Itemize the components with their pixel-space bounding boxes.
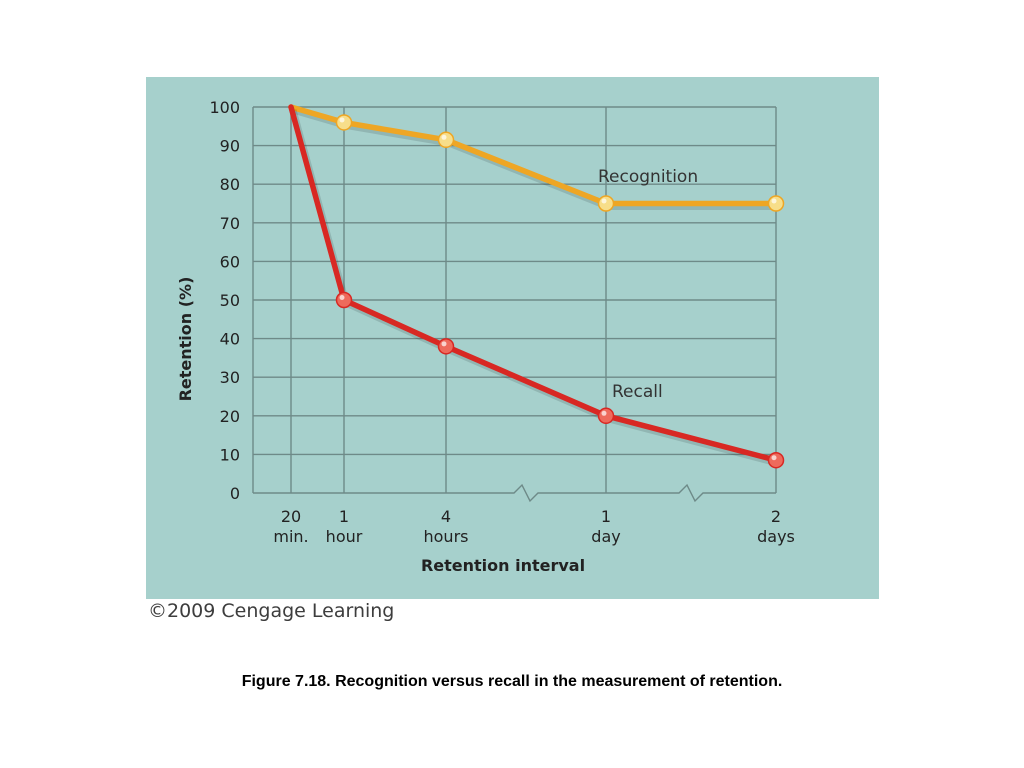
series-line-shadow [289, 109, 779, 467]
x-tick-label: 4 [441, 507, 451, 526]
series-label-recognition: Recognition [598, 167, 698, 187]
x-tick-label: 1 [601, 507, 611, 526]
figure-caption: Figure 7.18. Recognition versus recall i… [241, 673, 783, 690]
x-tick-label: hours [424, 527, 469, 546]
series-lines [288, 104, 779, 467]
data-point-recognition [335, 114, 353, 131]
x-tick-label: hour [326, 527, 363, 546]
series-line-recall [288, 104, 779, 463]
y-tick-label: 50 [220, 291, 240, 310]
data-point-highlight [601, 410, 607, 416]
y-tick-label: 20 [220, 407, 240, 426]
x-tick-label: 20 [281, 507, 301, 526]
data-points [335, 114, 785, 469]
data-point-highlight [771, 198, 777, 204]
x-tick-label: 1 [339, 507, 349, 526]
data-point-highlight [339, 295, 345, 300]
data-point-highlight [441, 341, 447, 347]
data-point-recall [335, 291, 353, 309]
y-tick-labels: 0 10 20 30 40 50 60 70 80 90 100 [209, 98, 240, 503]
y-tick-label: 90 [220, 137, 240, 156]
y-tick-label: 10 [220, 445, 240, 464]
data-point-recognition [437, 131, 455, 149]
y-tick-label: 100 [209, 98, 240, 117]
data-point-recall [597, 407, 615, 425]
series-label-recall: Recall [612, 382, 663, 402]
data-point-recall [767, 451, 785, 469]
series-labels: Recognition Recall [598, 167, 698, 402]
series-line-recognition [288, 104, 779, 207]
data-point-highlight [339, 117, 345, 123]
copyright-credit: ©2009 Cengage Learning [148, 600, 395, 622]
y-tick-label: 80 [220, 175, 240, 194]
x-tick-label: min. [273, 527, 308, 546]
chart-panel: 0 10 20 30 40 50 60 70 80 90 100 20 min. 1 hour 4 hours… [146, 77, 879, 599]
y-tick-label: 40 [220, 330, 240, 349]
x-tick-label: 2 [771, 507, 781, 526]
data-point-recognition [767, 195, 785, 212]
y-axis-label: Retention (%) [176, 277, 195, 402]
y-tick-label: 70 [220, 214, 240, 233]
x-tick-label: day [591, 527, 620, 546]
y-tick-label: 60 [220, 252, 240, 271]
data-point-highlight [441, 134, 447, 140]
data-point-recognition [597, 195, 615, 212]
y-tick-label: 0 [230, 484, 240, 503]
y-tick-label: 30 [220, 368, 240, 387]
data-point-highlight [771, 455, 777, 461]
x-axis-baseline [253, 483, 776, 503]
x-axis-label: Retention interval [421, 556, 585, 575]
data-point-recall [437, 338, 455, 355]
x-tick-label: days [757, 527, 795, 546]
data-point-highlight [601, 198, 607, 204]
